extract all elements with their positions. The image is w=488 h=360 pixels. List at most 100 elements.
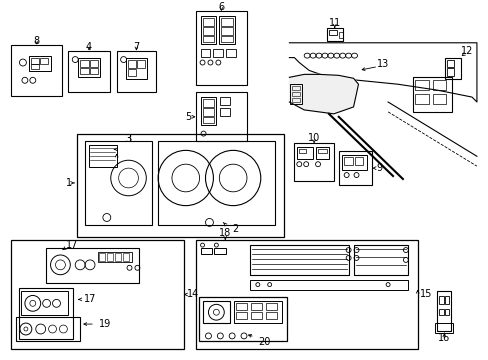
Text: 14: 14 <box>186 289 199 300</box>
Bar <box>202 27 214 35</box>
Text: 12: 12 <box>460 46 472 56</box>
Bar <box>341 155 366 170</box>
Bar <box>202 108 214 116</box>
Text: 19: 19 <box>99 319 111 329</box>
Bar <box>198 297 287 341</box>
Bar <box>85 141 152 225</box>
Bar <box>195 240 417 349</box>
Bar <box>297 147 312 159</box>
Polygon shape <box>289 43 476 102</box>
Bar <box>19 288 73 339</box>
Bar <box>437 292 450 331</box>
Bar <box>11 45 62 96</box>
Bar <box>299 149 305 153</box>
Bar <box>202 36 214 42</box>
Text: 11: 11 <box>328 18 340 28</box>
Text: 18: 18 <box>219 228 231 238</box>
Bar <box>200 248 212 254</box>
Bar <box>412 77 451 112</box>
Bar <box>202 18 214 26</box>
Bar <box>292 86 300 90</box>
Bar <box>445 296 448 304</box>
Bar <box>292 92 300 96</box>
Text: 4: 4 <box>86 42 92 52</box>
Text: 2: 2 <box>231 224 238 234</box>
Bar <box>106 253 113 261</box>
Bar <box>80 59 89 67</box>
Bar <box>78 58 100 77</box>
Bar <box>195 92 246 141</box>
Text: 20: 20 <box>258 337 270 347</box>
Bar <box>77 134 284 237</box>
Bar <box>98 252 132 262</box>
Bar <box>447 68 453 76</box>
Text: 6: 6 <box>218 2 224 12</box>
Bar <box>439 309 444 315</box>
Bar <box>21 292 68 315</box>
Bar <box>294 143 333 181</box>
Bar <box>439 296 444 304</box>
Bar <box>127 69 136 76</box>
Bar <box>447 59 453 67</box>
Text: 3: 3 <box>125 134 131 144</box>
Bar <box>221 36 233 42</box>
Bar <box>40 58 47 63</box>
Bar <box>200 16 216 44</box>
Bar <box>68 51 110 92</box>
Bar <box>343 157 352 165</box>
Text: 17: 17 <box>66 240 78 250</box>
Text: 3: 3 <box>125 134 131 144</box>
Bar <box>431 80 446 90</box>
Bar <box>328 30 336 35</box>
Bar <box>221 18 233 26</box>
Bar <box>125 58 147 79</box>
Bar <box>200 97 216 125</box>
Bar <box>414 80 427 90</box>
Bar <box>16 317 80 341</box>
Bar <box>220 108 230 116</box>
Bar <box>202 301 230 323</box>
Bar <box>326 28 342 41</box>
Bar <box>234 301 281 323</box>
Bar <box>11 240 183 349</box>
Bar <box>445 58 460 79</box>
Bar <box>122 253 128 261</box>
Bar <box>127 59 136 68</box>
Bar <box>292 98 300 102</box>
Text: 17: 17 <box>83 294 96 305</box>
Bar <box>354 157 363 165</box>
Bar <box>219 16 235 44</box>
Bar <box>214 248 226 254</box>
Bar <box>202 99 214 107</box>
Bar <box>117 51 156 92</box>
Bar <box>236 303 246 310</box>
Bar <box>338 151 371 185</box>
Text: 9: 9 <box>375 163 382 173</box>
Bar <box>158 141 274 225</box>
Bar <box>202 117 214 123</box>
Bar <box>213 49 223 57</box>
Bar <box>200 49 210 57</box>
Bar <box>445 309 448 315</box>
Bar <box>90 59 98 67</box>
Bar <box>31 64 39 69</box>
Text: 8: 8 <box>34 36 40 46</box>
Bar <box>236 312 246 319</box>
Bar <box>80 68 89 75</box>
Text: 7: 7 <box>133 42 139 52</box>
Bar <box>45 248 139 283</box>
Bar <box>221 27 233 35</box>
Bar <box>338 32 342 38</box>
Text: 1: 1 <box>66 178 72 188</box>
Bar <box>249 280 407 289</box>
Text: 10: 10 <box>307 132 320 143</box>
Bar <box>195 11 246 85</box>
Bar <box>353 245 407 275</box>
Bar <box>90 68 98 75</box>
Bar <box>250 312 261 319</box>
Text: 5: 5 <box>185 112 191 122</box>
Text: 15: 15 <box>419 289 431 300</box>
Bar <box>315 147 328 159</box>
Polygon shape <box>289 75 358 114</box>
Bar <box>431 94 446 104</box>
